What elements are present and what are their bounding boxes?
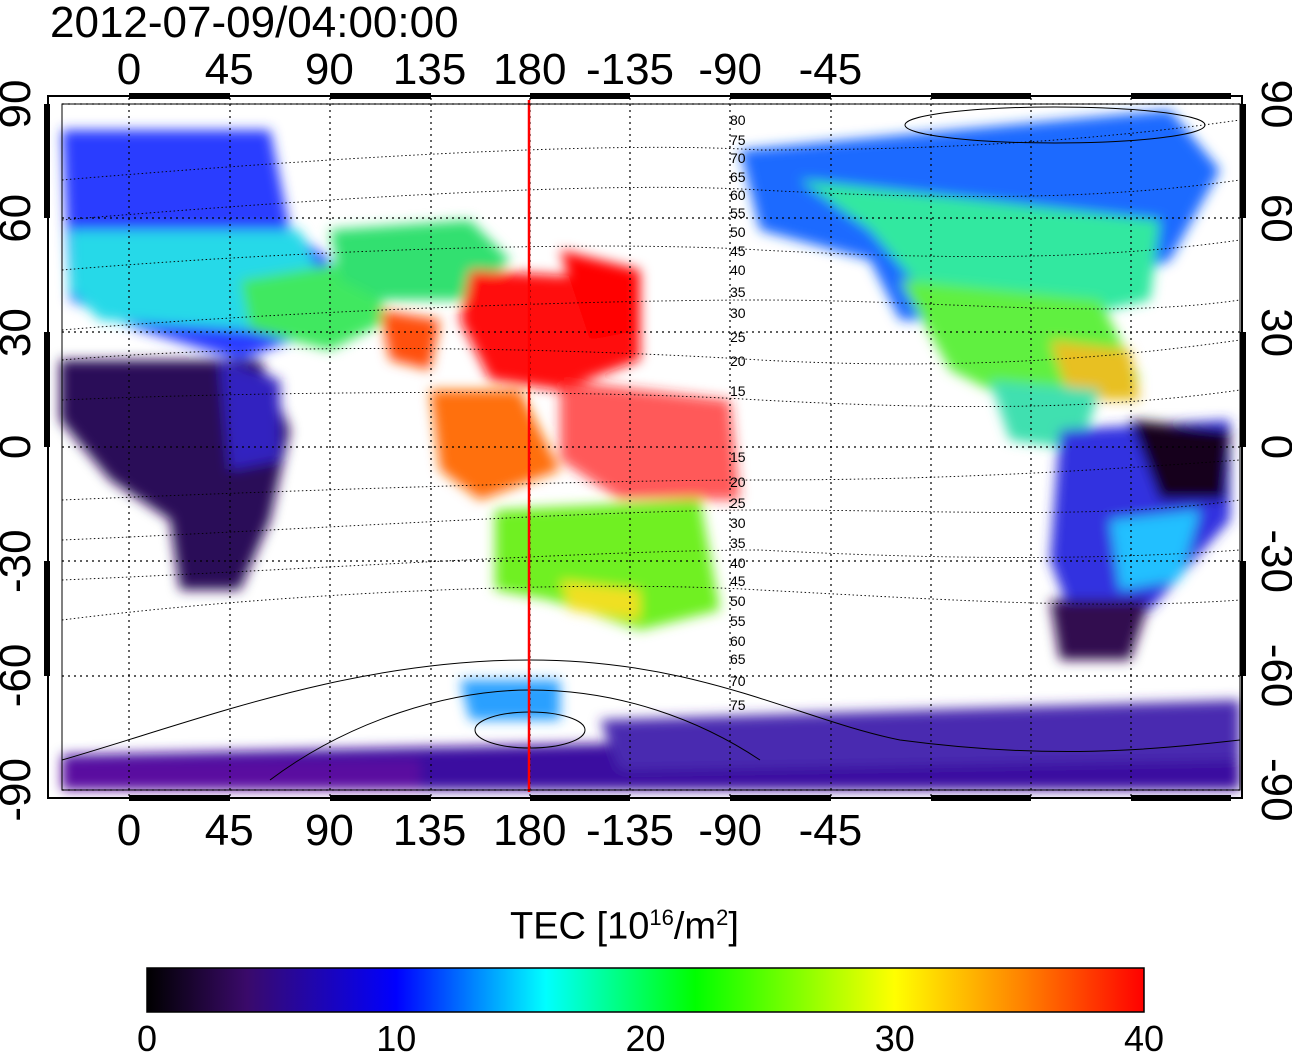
y-tick-left--60: -60 bbox=[0, 644, 40, 708]
contour-label-11: 25 bbox=[730, 329, 746, 345]
y-tick-right-60: 60 bbox=[1252, 194, 1292, 243]
x-tick-labels-top: 0 45 90 135 180 -135 -90 -45 bbox=[117, 45, 862, 94]
contour-label-8: 40 bbox=[730, 262, 746, 278]
contour-label-2: 70 bbox=[730, 150, 746, 166]
x-tick-bottom-0: 0 bbox=[117, 806, 141, 855]
x-tick-top--135: -135 bbox=[586, 45, 674, 94]
contour-label-20: 45 bbox=[730, 573, 746, 589]
x-tick-top--90: -90 bbox=[698, 45, 762, 94]
tec-region-sa-south bbox=[1050, 600, 1150, 660]
x-tick-labels-bottom: 0 45 90 135 180 -135 -90 -45 bbox=[117, 806, 862, 855]
tec-region-se-asia bbox=[430, 390, 560, 500]
y-tick-right-30: 30 bbox=[1252, 308, 1292, 357]
colorbar-tick-40: 40 bbox=[1123, 1018, 1165, 1059]
contour-label-7: 45 bbox=[730, 243, 746, 259]
contour-label-22: 55 bbox=[730, 613, 746, 629]
y-tick-left--30: -30 bbox=[0, 529, 40, 593]
y-tick-left-90: 90 bbox=[0, 80, 40, 129]
contour-label-24: 65 bbox=[730, 651, 746, 667]
tec-region-sa-north bbox=[1130, 420, 1230, 500]
tec-field-layer bbox=[60, 110, 1240, 790]
y-tick-right--30: -30 bbox=[1252, 529, 1292, 593]
x-tick-top-90: 90 bbox=[305, 45, 354, 94]
contour-label-19: 40 bbox=[730, 555, 746, 571]
tec-region-southern-cyan bbox=[460, 680, 560, 720]
x-tick-bottom-90: 90 bbox=[305, 806, 354, 855]
colorbar-gradient bbox=[146, 967, 1145, 1013]
x-tick-top--45: -45 bbox=[799, 45, 863, 94]
contour-label-14: 15 bbox=[730, 449, 746, 465]
tec-region-india bbox=[380, 310, 440, 370]
y-tick-right--60: -60 bbox=[1252, 644, 1292, 708]
axis-bars bbox=[44, 93, 1246, 801]
y-tick-right-90: 90 bbox=[1252, 80, 1292, 129]
colorbar-title: TEC [1016/m2] bbox=[510, 905, 739, 948]
contour-label-15: 20 bbox=[730, 474, 746, 490]
contour-label-4: 60 bbox=[730, 187, 746, 203]
contours bbox=[61, 119, 1241, 621]
y-tick-left-30: 30 bbox=[0, 308, 40, 357]
contour-label-3: 65 bbox=[730, 169, 746, 185]
y-tick-labels-left: 90 60 30 0 -30 -60 -90 bbox=[0, 80, 40, 822]
tec-region-sa-east bbox=[1110, 510, 1200, 590]
x-tick-bottom--90: -90 bbox=[698, 806, 762, 855]
timestamp-title: 2012-07-09/04:00:00 bbox=[50, 0, 459, 47]
y-tick-labels-right: 90 60 30 0 -30 -60 -90 bbox=[1252, 80, 1292, 822]
tec-region-australia bbox=[495, 500, 720, 630]
x-tick-bottom--45: -45 bbox=[799, 806, 863, 855]
contour-labels: 80 75 70 65 60 55 50 45 40 35 30 25 20 15 15 20 25 30 35 40… bbox=[730, 112, 746, 713]
y-tick-left-60: 60 bbox=[0, 194, 40, 243]
tec-region-australia-south bbox=[560, 580, 640, 620]
contour-label-16: 25 bbox=[730, 495, 746, 511]
x-tick-top-45: 45 bbox=[205, 45, 254, 94]
contour-label-17: 30 bbox=[730, 515, 746, 531]
tec-region-antarctica-west bbox=[62, 760, 420, 790]
x-tick-bottom-45: 45 bbox=[205, 806, 254, 855]
x-tick-top-135: 135 bbox=[393, 45, 466, 94]
tec-region-east-africa bbox=[220, 360, 280, 470]
contour-label-21: 50 bbox=[730, 593, 746, 609]
colorbar-tick-20: 20 bbox=[625, 1018, 666, 1059]
x-tick-top-0: 0 bbox=[117, 45, 141, 94]
tec-region-pacific bbox=[560, 380, 740, 500]
colorbar-tick-30: 30 bbox=[874, 1018, 915, 1059]
x-tick-bottom-135: 135 bbox=[393, 806, 466, 855]
tec-region-caribbean bbox=[1050, 340, 1140, 400]
contour-label-25: 70 bbox=[730, 673, 746, 689]
contour-label-23: 60 bbox=[730, 633, 746, 649]
colorbar-tick-10: 10 bbox=[376, 1018, 417, 1059]
y-tick-right-0: 0 bbox=[1252, 435, 1292, 459]
contour-label-5: 55 bbox=[730, 205, 746, 221]
contour-label-1: 75 bbox=[730, 132, 746, 148]
contour-label-13: 15 bbox=[730, 383, 746, 399]
y-tick-left-0: 0 bbox=[0, 435, 40, 459]
tec-region-japan bbox=[560, 250, 640, 340]
x-tick-top-180: 180 bbox=[493, 45, 566, 94]
contour-label-18: 35 bbox=[730, 535, 746, 551]
contour-label-26: 75 bbox=[730, 697, 746, 713]
contour-label-6: 50 bbox=[730, 224, 746, 240]
y-tick-left--90: -90 bbox=[0, 758, 40, 822]
y-tick-right--90: -90 bbox=[1252, 758, 1292, 822]
x-tick-bottom-180: 180 bbox=[493, 806, 566, 855]
contour-label-0: 80 bbox=[730, 112, 746, 128]
tec-region-antarctica-ice bbox=[600, 700, 1240, 770]
x-tick-bottom--135: -135 bbox=[586, 806, 674, 855]
contour-label-10: 30 bbox=[730, 305, 746, 321]
contour-label-12: 20 bbox=[730, 353, 746, 369]
contour-label-9: 35 bbox=[730, 284, 746, 300]
colorbar-tick-0: 0 bbox=[136, 1018, 158, 1059]
tec-region-central-asia bbox=[330, 220, 510, 300]
